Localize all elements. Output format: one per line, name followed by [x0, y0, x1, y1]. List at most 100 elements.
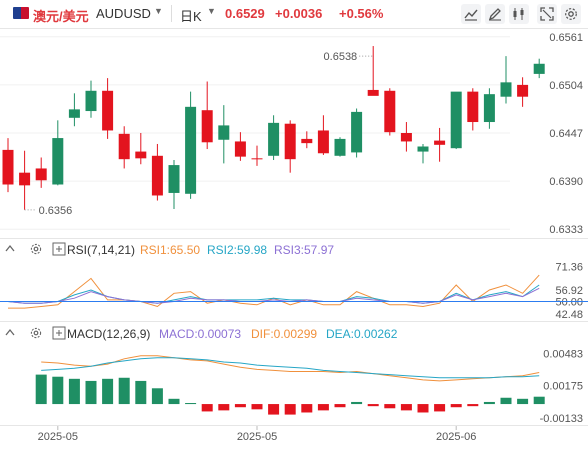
rsi-line-rsi2 — [7, 284, 540, 304]
candle-body — [334, 138, 346, 156]
fullscreen-button[interactable] — [537, 4, 557, 24]
price-tick-label: 0.6447 — [549, 128, 583, 140]
chart-type-icon — [464, 9, 478, 21]
rsi-panel: RSI(7,14,21) RSI1:65.50 RSI2:59.98 RSI3:… — [0, 242, 588, 321]
candle-body — [251, 158, 263, 160]
rsi-collapse-icon[interactable] — [5, 244, 15, 252]
candle-body — [168, 165, 180, 193]
macd-bar — [151, 388, 163, 405]
price-change-pct: +0.56% — [339, 6, 384, 21]
pair-name-zh[interactable]: 澳元/美元 — [33, 9, 89, 24]
candle-body — [500, 82, 512, 97]
macd-value: MACD:0.00073 — [159, 327, 241, 341]
candle-body — [52, 138, 64, 185]
candle-body — [384, 90, 396, 133]
candle-body — [102, 90, 114, 131]
pair-symbol[interactable]: AUDUSD — [96, 6, 151, 21]
price-tick-label: 0.6333 — [549, 224, 583, 236]
time-tick-label: 2025-05 — [38, 431, 78, 443]
settings-icon — [565, 8, 577, 20]
macd-bar — [85, 380, 97, 405]
rsi-line-rsi3 — [7, 287, 540, 304]
macd-histogram — [35, 374, 545, 415]
macd-tick-label: 0.00175 — [543, 381, 583, 393]
macd-bar — [201, 404, 213, 412]
macd-bar — [52, 376, 64, 405]
indicator-icon — [513, 8, 524, 20]
macd-bar — [351, 401, 363, 405]
macd-toggle-icon[interactable] — [52, 326, 66, 340]
macd-bar — [467, 404, 479, 407]
fullscreen-icon — [540, 7, 554, 21]
candle-body — [367, 89, 379, 96]
macd-bar — [35, 374, 47, 405]
price-panel: 0.6561 0.6504 0.6447 0.6390 0.6333 0.6538 0.… — [0, 32, 583, 236]
high-label: 0.6538 — [324, 51, 358, 63]
macd-bar — [301, 404, 313, 413]
rsi-settings-icon[interactable] — [30, 243, 42, 255]
time-tick-label: 2025-06 — [436, 431, 476, 443]
macd-bar — [185, 403, 197, 405]
candle-body — [19, 172, 31, 186]
macd-bar — [417, 404, 429, 413]
candle-body — [533, 63, 545, 74]
candle-body — [434, 140, 446, 145]
macd-bar — [118, 377, 130, 405]
chart-header: 澳元/美元 AUDUSD ▼ 日K ▼ 0.6529 +0.0036 +0.56… — [0, 0, 588, 28]
time-tick-label: 2025-05 — [237, 431, 277, 443]
macd-tick-label: -0.00133 — [540, 413, 583, 425]
draw-icon — [488, 8, 501, 21]
macd-axis: 0.00483 0.00175 -0.00133 — [540, 348, 583, 425]
rsi-lines — [7, 274, 540, 309]
macd-lines — [41, 355, 540, 382]
timeframe-selector[interactable]: 日K — [180, 9, 202, 24]
candle-body — [234, 141, 246, 157]
candle-body — [400, 133, 412, 142]
candle-body — [317, 130, 329, 154]
candle-body — [185, 106, 197, 194]
price-tick-label: 0.6561 — [549, 32, 583, 44]
draw-button[interactable] — [485, 4, 505, 24]
candle-body — [135, 151, 147, 159]
candle-body — [118, 133, 130, 160]
rsi-toggle-icon[interactable] — [52, 242, 66, 256]
candle-body — [467, 91, 479, 123]
candle-body — [201, 110, 213, 143]
macd-bar — [68, 378, 80, 405]
macd-title: MACD(12,26,9) — [67, 327, 150, 341]
macd-collapse-icon[interactable] — [5, 328, 15, 336]
rsi-tick-label: 56.92 — [555, 285, 583, 297]
header-divider — [171, 5, 172, 22]
macd-bar — [102, 378, 114, 405]
macd-bar — [218, 404, 230, 411]
candle-body — [2, 149, 14, 185]
rsi-title: RSI(7,14,21) — [67, 243, 135, 257]
candle-body — [450, 91, 462, 149]
macd-legend: MACD(12,26,9) MACD:0.00073 DIF:0.00299 D… — [5, 326, 398, 341]
macd-bar — [500, 397, 512, 405]
dea-value: DEA:0.00262 — [326, 327, 398, 341]
candle-body — [85, 90, 97, 112]
time-axis: 2025-05 2025-05 2025-06 — [38, 426, 476, 443]
macd-bar — [400, 404, 412, 411]
price-tick-label: 0.6504 — [549, 80, 583, 92]
price-gridlines — [0, 36, 510, 230]
chart-type-button[interactable] — [461, 4, 481, 24]
last-price: 0.6529 — [225, 6, 265, 21]
pair-dropdown-icon[interactable]: ▼ — [154, 6, 163, 16]
candle-body — [151, 155, 163, 196]
macd-bar — [334, 404, 346, 408]
macd-bar — [367, 404, 379, 407]
candlesticks — [2, 46, 545, 210]
indicator-button[interactable] — [509, 4, 529, 24]
macd-settings-icon[interactable] — [30, 327, 42, 339]
flag-icon — [13, 7, 29, 19]
rsi3-value: RSI3:57.97 — [274, 243, 334, 257]
price-change: +0.0036 — [275, 6, 323, 21]
timeframe-dropdown-icon[interactable]: ▼ — [207, 6, 216, 16]
macd-bar — [168, 398, 180, 405]
settings-button[interactable] — [561, 4, 581, 24]
macd-bar — [268, 404, 280, 415]
